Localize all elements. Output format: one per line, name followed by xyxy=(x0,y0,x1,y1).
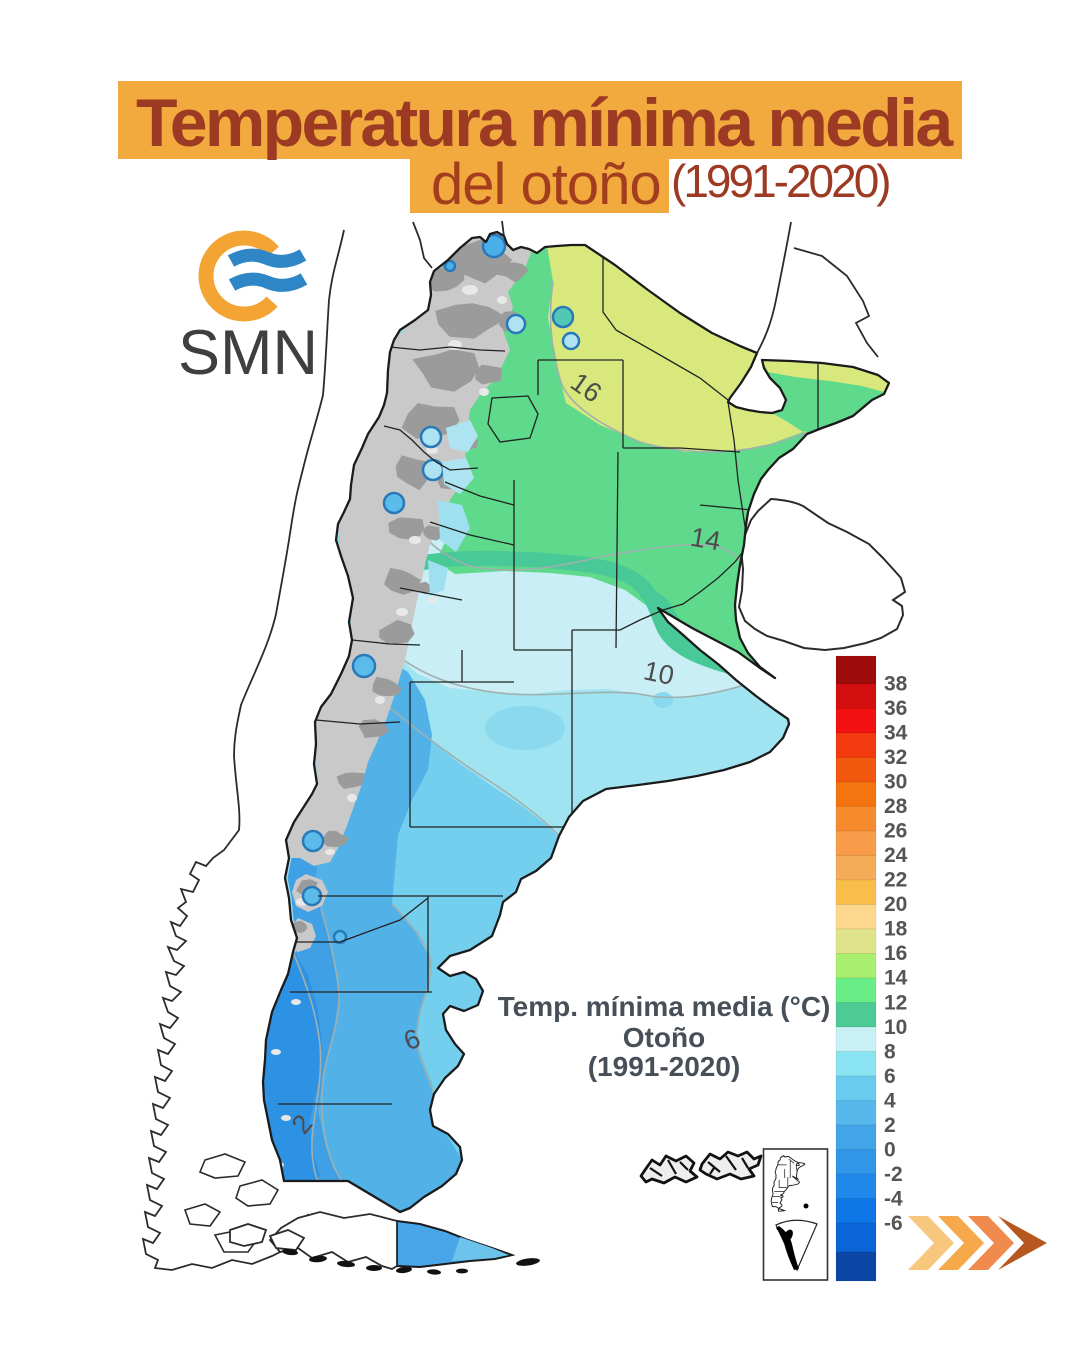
svg-text:10: 10 xyxy=(884,1016,907,1039)
svg-text:18: 18 xyxy=(884,918,908,941)
svg-text:(1991-2020): (1991-2020) xyxy=(588,1051,741,1082)
svg-text:6: 6 xyxy=(884,1065,896,1088)
svg-text:0: 0 xyxy=(884,1138,896,1161)
svg-text:SMN: SMN xyxy=(178,318,318,388)
svg-text:-2: -2 xyxy=(884,1163,903,1186)
svg-text:4: 4 xyxy=(884,1089,896,1112)
svg-text:Otoño: Otoño xyxy=(623,1022,705,1053)
svg-text:38: 38 xyxy=(884,673,908,696)
svg-text:Temp. mínima media (°C): Temp. mínima media (°C) xyxy=(498,991,831,1022)
svg-text:12: 12 xyxy=(884,991,907,1014)
svg-text:28: 28 xyxy=(884,795,908,818)
svg-text:10: 10 xyxy=(641,655,677,691)
svg-text:16: 16 xyxy=(884,942,907,965)
svg-text:34: 34 xyxy=(884,722,908,745)
svg-text:24: 24 xyxy=(884,844,908,867)
svg-text:22: 22 xyxy=(884,869,907,892)
svg-text:-4: -4 xyxy=(884,1187,903,1210)
svg-text:-6: -6 xyxy=(884,1212,903,1235)
svg-text:2: 2 xyxy=(884,1114,896,1137)
svg-text:14: 14 xyxy=(688,522,723,557)
svg-text:20: 20 xyxy=(884,893,907,916)
svg-text:26: 26 xyxy=(884,820,907,843)
svg-text:14: 14 xyxy=(884,967,908,990)
svg-text:32: 32 xyxy=(884,746,907,769)
svg-text:30: 30 xyxy=(884,771,907,794)
svg-text:36: 36 xyxy=(884,697,907,720)
svg-text:8: 8 xyxy=(884,1040,896,1063)
